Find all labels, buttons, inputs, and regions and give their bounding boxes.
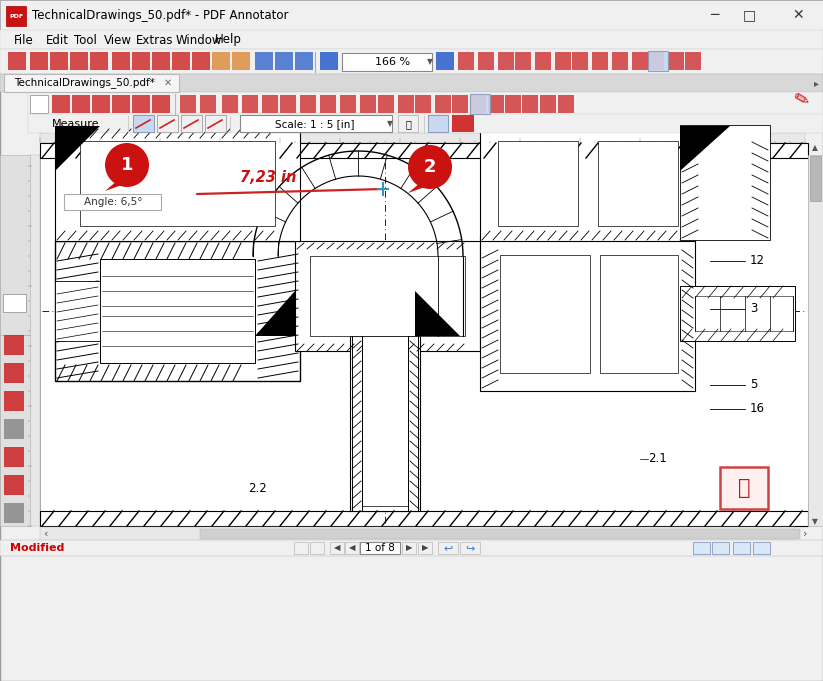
FancyBboxPatch shape bbox=[152, 95, 170, 113]
FancyBboxPatch shape bbox=[592, 52, 608, 70]
Text: Help: Help bbox=[215, 33, 242, 46]
FancyBboxPatch shape bbox=[480, 236, 695, 391]
FancyBboxPatch shape bbox=[362, 336, 408, 506]
FancyBboxPatch shape bbox=[435, 95, 451, 113]
FancyBboxPatch shape bbox=[0, 74, 823, 92]
Polygon shape bbox=[415, 291, 460, 336]
FancyBboxPatch shape bbox=[452, 115, 474, 132]
Text: ◀: ◀ bbox=[334, 543, 340, 552]
FancyBboxPatch shape bbox=[415, 95, 431, 113]
Text: 2.1: 2.1 bbox=[648, 452, 667, 466]
FancyBboxPatch shape bbox=[112, 52, 130, 70]
Text: 7,23 in: 7,23 in bbox=[239, 170, 296, 185]
FancyBboxPatch shape bbox=[505, 95, 521, 113]
FancyBboxPatch shape bbox=[320, 95, 336, 113]
FancyBboxPatch shape bbox=[40, 155, 808, 526]
FancyBboxPatch shape bbox=[515, 52, 531, 70]
FancyBboxPatch shape bbox=[180, 95, 196, 113]
FancyBboxPatch shape bbox=[350, 336, 420, 511]
FancyBboxPatch shape bbox=[810, 156, 821, 201]
FancyBboxPatch shape bbox=[668, 52, 684, 70]
FancyBboxPatch shape bbox=[112, 95, 130, 113]
Polygon shape bbox=[55, 126, 100, 171]
FancyBboxPatch shape bbox=[30, 95, 48, 113]
FancyBboxPatch shape bbox=[295, 241, 480, 351]
FancyBboxPatch shape bbox=[428, 115, 448, 132]
FancyBboxPatch shape bbox=[680, 286, 795, 341]
FancyBboxPatch shape bbox=[3, 294, 26, 312]
Polygon shape bbox=[255, 291, 295, 336]
FancyBboxPatch shape bbox=[157, 115, 178, 132]
FancyBboxPatch shape bbox=[808, 155, 823, 526]
Text: ✋: ✋ bbox=[737, 478, 751, 498]
FancyBboxPatch shape bbox=[693, 542, 710, 554]
FancyBboxPatch shape bbox=[192, 52, 210, 70]
FancyBboxPatch shape bbox=[4, 363, 24, 383]
FancyBboxPatch shape bbox=[205, 115, 226, 132]
FancyBboxPatch shape bbox=[398, 115, 418, 132]
FancyBboxPatch shape bbox=[342, 53, 432, 71]
FancyBboxPatch shape bbox=[132, 95, 150, 113]
FancyBboxPatch shape bbox=[200, 529, 800, 539]
FancyBboxPatch shape bbox=[295, 52, 313, 70]
Text: 12: 12 bbox=[750, 255, 765, 268]
FancyBboxPatch shape bbox=[398, 95, 414, 113]
Text: Measure: Measure bbox=[52, 119, 100, 129]
FancyBboxPatch shape bbox=[50, 52, 68, 70]
FancyBboxPatch shape bbox=[133, 115, 154, 132]
FancyBboxPatch shape bbox=[55, 281, 100, 341]
FancyBboxPatch shape bbox=[632, 52, 648, 70]
FancyBboxPatch shape bbox=[0, 49, 823, 74]
FancyBboxPatch shape bbox=[0, 0, 823, 30]
FancyBboxPatch shape bbox=[695, 296, 793, 331]
FancyBboxPatch shape bbox=[40, 527, 795, 541]
FancyBboxPatch shape bbox=[720, 467, 768, 509]
Text: 🔧: 🔧 bbox=[405, 119, 411, 129]
Text: ↩: ↩ bbox=[444, 543, 453, 553]
FancyBboxPatch shape bbox=[8, 52, 26, 70]
FancyBboxPatch shape bbox=[535, 52, 551, 70]
FancyBboxPatch shape bbox=[172, 52, 190, 70]
Text: ▲: ▲ bbox=[812, 144, 818, 153]
FancyBboxPatch shape bbox=[80, 141, 275, 226]
FancyBboxPatch shape bbox=[648, 51, 668, 71]
Text: ✏: ✏ bbox=[788, 88, 811, 112]
FancyBboxPatch shape bbox=[378, 95, 394, 113]
FancyBboxPatch shape bbox=[222, 95, 238, 113]
FancyBboxPatch shape bbox=[200, 95, 216, 113]
FancyBboxPatch shape bbox=[340, 95, 356, 113]
FancyBboxPatch shape bbox=[4, 475, 24, 495]
FancyBboxPatch shape bbox=[30, 52, 48, 70]
FancyBboxPatch shape bbox=[0, 30, 823, 49]
FancyBboxPatch shape bbox=[753, 542, 770, 554]
FancyBboxPatch shape bbox=[402, 542, 416, 554]
FancyBboxPatch shape bbox=[498, 141, 578, 226]
Text: View: View bbox=[104, 33, 132, 46]
FancyBboxPatch shape bbox=[600, 255, 678, 373]
FancyBboxPatch shape bbox=[330, 542, 344, 554]
FancyBboxPatch shape bbox=[132, 52, 150, 70]
FancyBboxPatch shape bbox=[470, 94, 490, 114]
Text: TechnicalDrawings_50.pdf*: TechnicalDrawings_50.pdf* bbox=[14, 78, 155, 89]
FancyBboxPatch shape bbox=[0, 155, 30, 526]
FancyBboxPatch shape bbox=[55, 241, 300, 381]
FancyBboxPatch shape bbox=[275, 52, 293, 70]
FancyBboxPatch shape bbox=[181, 115, 202, 132]
Text: ▼: ▼ bbox=[427, 57, 433, 67]
Text: Modified: Modified bbox=[10, 543, 64, 553]
Text: 5: 5 bbox=[750, 379, 757, 392]
FancyBboxPatch shape bbox=[28, 114, 823, 133]
Text: 1: 1 bbox=[121, 156, 133, 174]
FancyBboxPatch shape bbox=[4, 447, 24, 467]
FancyBboxPatch shape bbox=[488, 95, 504, 113]
Polygon shape bbox=[680, 126, 730, 171]
FancyBboxPatch shape bbox=[4, 335, 24, 355]
Text: File: File bbox=[14, 33, 34, 46]
FancyBboxPatch shape bbox=[92, 95, 110, 113]
Text: ▶: ▶ bbox=[406, 543, 412, 552]
FancyBboxPatch shape bbox=[152, 52, 170, 70]
FancyBboxPatch shape bbox=[480, 126, 695, 241]
Text: 1 of 8: 1 of 8 bbox=[365, 543, 395, 553]
FancyBboxPatch shape bbox=[452, 95, 468, 113]
